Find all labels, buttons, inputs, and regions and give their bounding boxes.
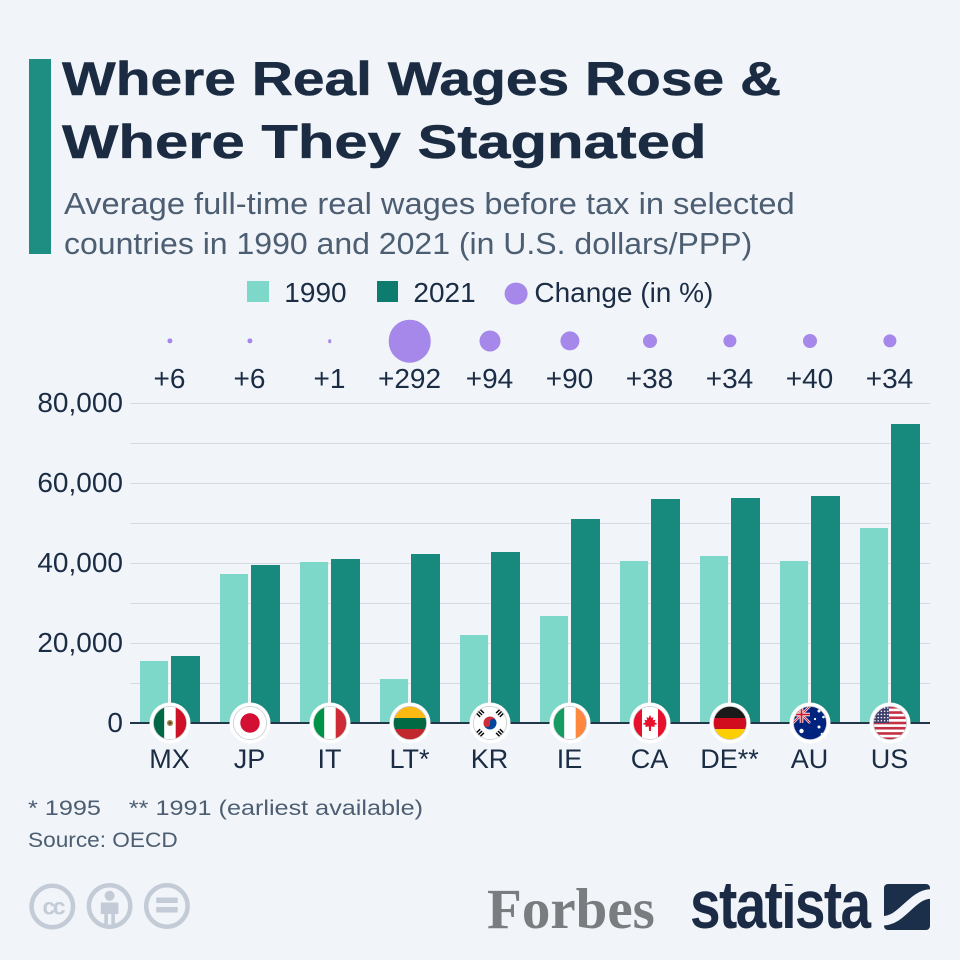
svg-text:cc: cc <box>43 894 66 920</box>
